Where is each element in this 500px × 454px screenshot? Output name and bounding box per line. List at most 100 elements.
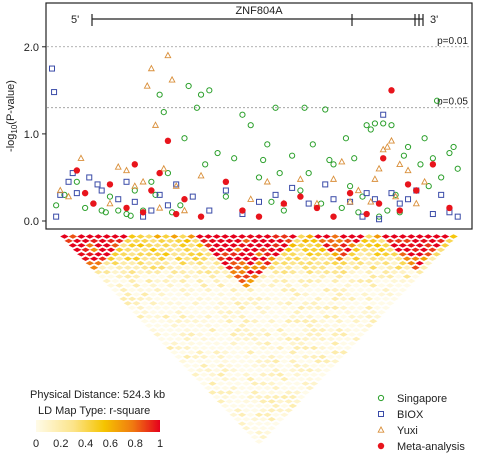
ld-cell [292,372,302,377]
data-point [404,181,412,188]
ld-cell [187,278,196,284]
ld-cell [373,305,382,310]
ld-cell [229,368,238,373]
ld-cell [432,234,441,239]
ld-cell [322,278,331,284]
data-point [421,135,428,142]
ld-cell [360,274,369,279]
ld-cell [187,243,196,248]
ld-cell [314,341,323,346]
ld-cell [335,265,344,270]
ld-cell [428,238,437,244]
data-point [272,104,279,111]
ld-cell [187,234,196,239]
ld-cell [326,336,336,342]
ld-cell [246,412,255,417]
ld-cell [423,252,433,257]
ld-cell [250,265,259,270]
ld-cell [229,341,238,346]
ld-cell [246,376,255,382]
ld-cell [259,363,268,368]
data-point [148,187,155,194]
ld-cell [309,265,319,270]
ld-cell [174,247,183,253]
ld-cell [216,318,226,324]
ld-cell [157,256,166,261]
ld-colorbar [36,420,160,432]
ld-cell [326,283,336,288]
ld-cell [322,314,331,319]
ld-cell [242,318,251,324]
ld-cell [360,310,369,315]
ld-cell [339,287,348,293]
ld-cell [250,417,259,422]
ld-cell [132,256,141,261]
ld-cell [119,261,128,266]
ld-cell [292,363,302,368]
ld-cell [326,292,336,297]
ld-cell [301,345,310,351]
ld-cell [98,274,107,279]
data-point [222,193,229,200]
ld-cell [208,327,217,333]
ld-cell [195,234,204,239]
ld-cell [212,296,221,302]
ld-cell [288,252,298,257]
ld-cell [360,318,369,324]
ld-cell [267,354,276,360]
ld-cell [309,238,319,244]
ld-cell [233,274,243,279]
ld-cell [419,247,429,253]
ld-cell [259,256,268,261]
data-point [429,211,436,218]
ld-cell [250,425,259,431]
ld-cell [187,261,196,266]
data-point [363,210,370,218]
ld-cell [314,305,323,310]
ld-cell [330,305,340,310]
ld-cell [271,269,281,275]
data-point [289,184,296,191]
ld-cell [216,372,226,377]
data-point [197,171,205,179]
ld-cell [119,243,128,248]
ld-cell [330,243,340,248]
ld-cell [233,327,243,333]
ld-cell [153,305,162,310]
ld-cell [237,368,247,373]
ld-cell [288,385,298,391]
ld-cell [352,274,361,279]
y-axis: 0.0 1.0 2.0 [24,42,46,228]
ld-cell [212,261,221,266]
ld-cell [182,310,192,315]
ld-cell [212,234,221,239]
ld-cell [136,234,145,239]
ld-cell [259,283,268,288]
ld-cell [301,336,310,342]
ld-cell [191,318,200,324]
data-point [239,111,246,118]
ld-cell [220,341,230,346]
ld-cell [339,314,348,319]
ld-cell [373,287,382,293]
ld-cell [174,256,183,261]
ld-cell [111,243,120,248]
ld-cell [77,234,86,239]
ld-cell [250,354,259,360]
ld-cell [271,305,281,310]
ld-cell [356,296,365,302]
ld-cell [216,283,226,288]
ld-cell [352,310,361,315]
ld-cell [381,305,391,310]
data-point [139,177,147,185]
ld-cell [284,274,293,279]
ld-cell [326,318,336,324]
ld-cell [445,238,454,244]
ld-cell [136,243,145,248]
ld-cell [233,381,243,386]
ld-cell [254,278,264,284]
ld-cell [208,336,217,342]
ld-cell [140,247,149,253]
ld-cell [178,305,188,310]
ld-cell [144,278,154,284]
